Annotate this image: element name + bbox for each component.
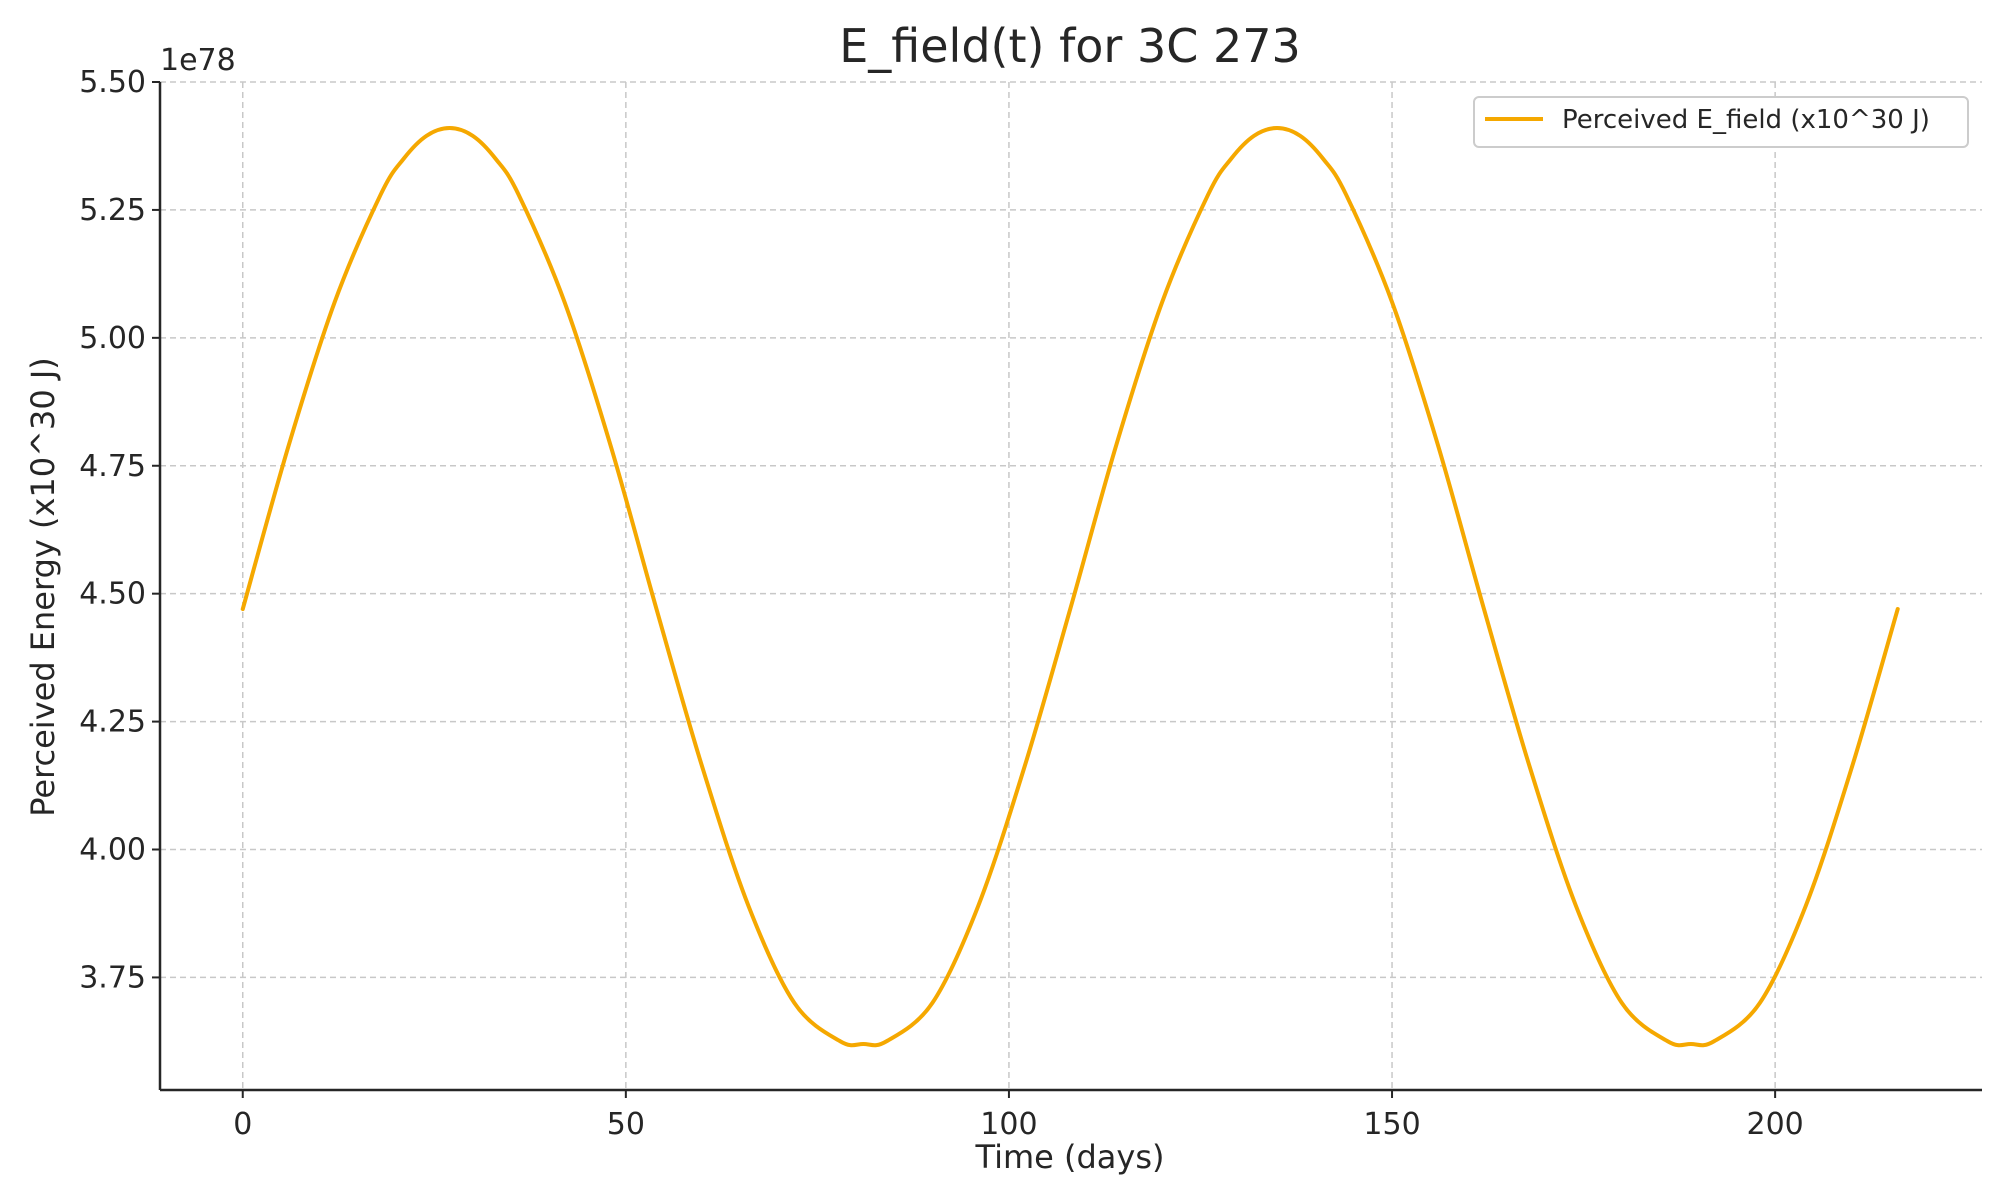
y-tick-label: 5.00 bbox=[79, 321, 146, 356]
grid-lines bbox=[160, 81, 1982, 1090]
legend-frame bbox=[1473, 96, 1969, 148]
y-tick-label: 4.00 bbox=[79, 833, 146, 868]
x-tick-label: 150 bbox=[1363, 1107, 1420, 1142]
x-tick-label: 0 bbox=[233, 1107, 252, 1142]
y-tick-label: 4.75 bbox=[79, 449, 146, 484]
series-line bbox=[240, 126, 1900, 1048]
y-axis-offset-text: 1e78 bbox=[160, 43, 236, 78]
x-tick-label: 100 bbox=[980, 1107, 1037, 1142]
x-tick-label: 50 bbox=[607, 1107, 645, 1142]
y-axis-label: Perceived Energy (x10^30 J) bbox=[24, 357, 62, 817]
y-tick-label: 5.50 bbox=[79, 65, 146, 100]
y-tick-label: 4.50 bbox=[79, 577, 146, 612]
legend: Perceived E_field (x10^30 J) bbox=[1473, 96, 1969, 148]
y-tick-label: 3.75 bbox=[79, 960, 146, 995]
x-tick-label: 200 bbox=[1746, 1107, 1803, 1142]
axes bbox=[152, 81, 1982, 1098]
y-tick-label: 5.25 bbox=[79, 193, 146, 228]
y-tick-label: 4.25 bbox=[79, 705, 146, 740]
x-axis-label: Time (days) bbox=[975, 1138, 1165, 1176]
tick-labels: 0 50 100 150 200 3.75 4.00 4.25 4.50 4.75 5.00 5.25… bbox=[79, 65, 1804, 1142]
chart-title: E_field(t) for 3C 273 bbox=[839, 19, 1301, 73]
series-layer bbox=[240, 126, 1900, 1048]
legend-label: Perceived E_field (x10^30 J) bbox=[1562, 105, 1930, 135]
